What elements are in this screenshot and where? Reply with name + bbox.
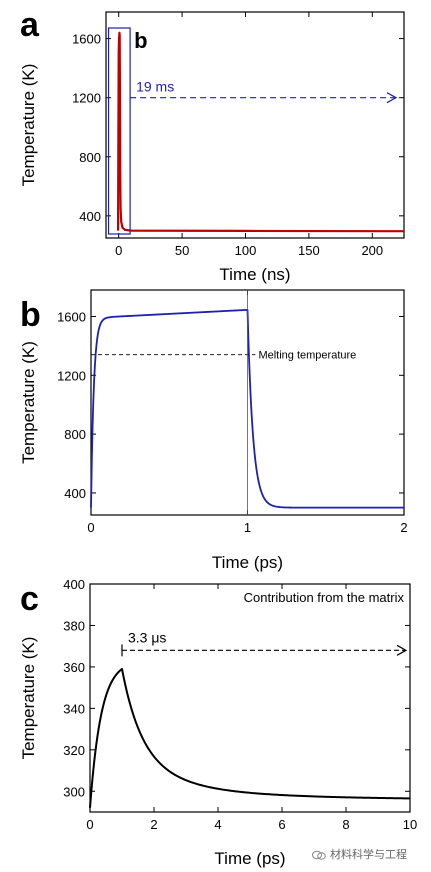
panel-c-ytick-label: 340: [63, 701, 85, 716]
panel-c-xtick-label: 10: [403, 817, 417, 832]
panel-b-xlabel: Time (ps): [212, 553, 283, 572]
watermark: 材料科学与工程: [312, 846, 407, 862]
panel-a-letter: a: [20, 6, 40, 44]
panel-a-xtick-label: 200: [361, 243, 383, 258]
watermark-text: 材料科学与工程: [330, 848, 407, 861]
panel-c-xtick-label: 2: [150, 817, 157, 832]
panel-c-letter: c: [20, 580, 39, 618]
panel-a-ytick-label: 1600: [72, 32, 101, 47]
panel-c-legend-text: Contribution from the matrix: [244, 590, 405, 605]
panel-a-xtick-label: 100: [235, 243, 257, 258]
panel-b-xtick-label: 2: [400, 520, 407, 535]
panel-b-ytick-label: 400: [64, 486, 86, 501]
panel-b-ylabel: Temperature (K): [19, 341, 38, 464]
panel-c-ylabel: Temperature (K): [19, 637, 38, 760]
panel-a-ylabel: Temperature (K): [19, 64, 38, 187]
panel-b-xtick-label: 1: [244, 520, 251, 535]
panel-b-ytick-label: 800: [64, 427, 86, 442]
panel-b-ytick-label: 1200: [57, 368, 86, 383]
panel-a-inset-label: b: [134, 28, 147, 53]
panel-c-xlabel: Time (ps): [214, 849, 285, 868]
panel-a-inset-box: [107, 27, 131, 235]
panel-a-xtick-label: 50: [175, 243, 189, 258]
panel-a-xtick-label: 0: [115, 243, 122, 258]
panel-c-ytick-label: 300: [63, 784, 85, 799]
panel-a-ytick-label: 400: [79, 209, 101, 224]
panel-c-ytick-label: 320: [63, 743, 85, 758]
panel-b-letter: b: [20, 296, 41, 334]
panel-c-xtick-label: 4: [214, 817, 221, 832]
panel-c-ytick-label: 400: [63, 577, 85, 592]
panel-c-frame: [89, 583, 411, 813]
panel-c-ytick-label: 380: [63, 618, 85, 633]
panel-a-ytick-label: 800: [79, 150, 101, 165]
panel-c-ytick-label: 360: [63, 660, 85, 675]
panel-b-xtick-label: 0: [87, 520, 94, 535]
panel-c-xtick-label: 8: [342, 817, 349, 832]
panel-a-xtick-label: 150: [298, 243, 320, 258]
panel-a-xlabel: Time (ns): [219, 265, 290, 284]
panel-a-ytick-label: 1200: [72, 91, 101, 106]
wechat-icon: [312, 850, 326, 860]
panel-a-arrow-head: [386, 92, 398, 104]
panel-c-xtick-label: 6: [278, 817, 285, 832]
panel-b-melting-label: Melting temperature: [258, 350, 356, 362]
panel-a-series-line: [116, 31, 405, 233]
panel-a-frame: [105, 11, 405, 239]
panel-b-ytick-label: 1600: [57, 309, 86, 324]
panel-a-arrow-label: 19 ms: [136, 79, 174, 95]
panel-c-arrow-label: 3.3 μs: [128, 629, 166, 645]
panel-c-arrow-head: [396, 644, 408, 656]
panel-c-xtick-label: 0: [86, 817, 93, 832]
panel-c-series-line: [89, 667, 411, 808]
